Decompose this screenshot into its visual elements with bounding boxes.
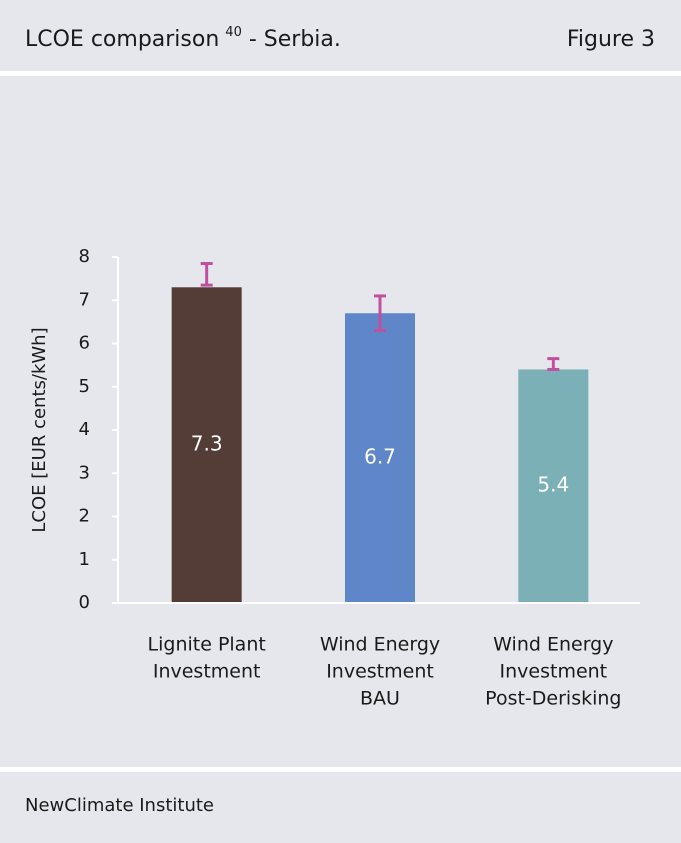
x-tick-label: Investment — [326, 661, 434, 683]
x-tick-label: Wind Energy — [493, 634, 613, 656]
y-tick-label: 2 — [79, 506, 90, 527]
header-title: LCOE comparison 40 - Serbia. — [25, 25, 341, 53]
y-tick-label: 3 — [79, 462, 90, 483]
title: LCOE comparison — [25, 27, 219, 52]
y-tick-label: 7 — [79, 289, 90, 310]
y-tick-label: 8 — [79, 246, 90, 267]
x-tick-label: Post-Derisking — [485, 688, 621, 710]
value-label: 7.3 — [191, 432, 223, 456]
y-tick-label: 4 — [79, 419, 90, 440]
value-label: 6.7 — [364, 445, 396, 469]
figure-number: Figure 3 — [567, 27, 655, 52]
y-axis-label: LCOE [EUR cents/kWh] — [29, 327, 50, 532]
y-tick-label: 0 — [79, 592, 90, 613]
x-tick-label: Wind Energy — [320, 634, 440, 656]
x-tick-label: Lignite Plant — [148, 634, 266, 656]
footer-rule — [0, 767, 681, 772]
header-rule — [0, 71, 681, 76]
bar — [345, 313, 415, 603]
x-tick-label: Investment — [153, 661, 261, 683]
x-tick-label: BAU — [360, 688, 400, 710]
y-tick-label: 6 — [79, 333, 90, 354]
title-superscript: 40 — [225, 25, 242, 40]
title-suffix: - Serbia. — [242, 27, 341, 52]
bar — [518, 369, 589, 603]
value-label: 5.4 — [537, 473, 569, 497]
x-tick-label: Investment — [500, 661, 608, 683]
y-tick-label: 5 — [79, 376, 90, 397]
y-tick-label: 1 — [79, 549, 90, 570]
footer-source: NewClimate Institute — [25, 795, 214, 816]
bar — [171, 287, 242, 603]
